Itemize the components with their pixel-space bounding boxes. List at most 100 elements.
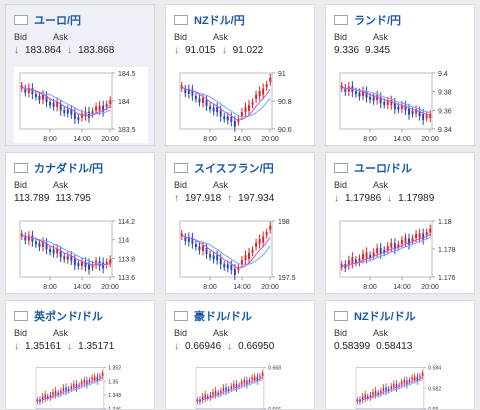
candle-body (248, 380, 251, 383)
moving-average-line (37, 377, 103, 401)
currency-pair[interactable]: ランド/円 (354, 15, 402, 27)
candle-body (63, 109, 66, 113)
candle-body (354, 91, 357, 95)
currency-pair[interactable]: スイスフラン/円 (194, 163, 274, 175)
currency-pair[interactable]: カナダドル/円 (34, 163, 104, 175)
y-tick-label: 90.8 (278, 99, 292, 106)
x-tick-label: 8:00 (363, 136, 377, 143)
bid-value: 113.789 (14, 193, 50, 204)
candle-body (34, 241, 37, 245)
ask-value: 183.868 (78, 45, 115, 56)
moving-average-line (181, 86, 271, 121)
candle-body (230, 116, 233, 122)
moving-average-line (21, 86, 111, 117)
candle-body (369, 254, 372, 258)
ask-label: Ask (373, 328, 389, 338)
moving-average-line (357, 377, 423, 401)
candle-body (184, 237, 187, 242)
candle-body (187, 236, 190, 242)
chart-background (14, 215, 148, 291)
candle-body (209, 254, 212, 258)
x-tick-label: 20:00 (421, 136, 439, 143)
card-header: ランド/円 (334, 11, 401, 29)
candle-body (255, 94, 258, 99)
candle-body (88, 263, 90, 270)
y-tick-label: 1.18 (438, 219, 452, 226)
chart-background (14, 67, 148, 143)
card-header: スイスフラン/円 (174, 159, 274, 177)
bid-ask-values: ↓ 91.015 ↓ 91.022 (174, 45, 263, 56)
candle-body (365, 91, 368, 98)
currency-pair[interactable]: NZドル/ドル (354, 311, 416, 323)
ask-label: Ask (53, 180, 69, 190)
candle-body (84, 261, 87, 267)
candle-body (383, 101, 386, 105)
currency-pair[interactable]: ユーロ/円 (34, 15, 82, 27)
rate-card[interactable]: 豪ドル/ドル Bid Ask ↓ 0.66946 ↓ 0.66950 0.668… (165, 300, 315, 410)
candle-body (70, 385, 72, 389)
plot-frame (339, 72, 433, 130)
candle-body (390, 242, 393, 248)
candle-body (240, 381, 243, 385)
rate-card[interactable]: ユーロ/円 Bid Ask ↓ 183.864 ↓ 183.868 184.5 1… (5, 4, 155, 146)
rate-card[interactable]: NZドル/ドル Bid Ask 0.58399 0.58413 0.584 0.5… (325, 300, 475, 410)
candle-body (362, 90, 364, 96)
plot-frame (179, 220, 273, 278)
bid-arrow-icon: ↓ (14, 341, 19, 352)
rate-card[interactable]: カナダドル/円 Bid Ask 113.789 113.795 114.2 114… (5, 152, 155, 294)
candle-body (80, 381, 83, 385)
candle-body (194, 96, 197, 100)
y-tick-label: 0.666 (268, 407, 281, 410)
candle-body (400, 104, 403, 109)
currency-pair[interactable]: ユーロ/ドル (354, 163, 413, 175)
candle-body (398, 384, 400, 387)
candle-body (80, 113, 83, 118)
candle-body (244, 255, 247, 261)
flag-icon (174, 311, 188, 321)
rate-card[interactable]: 英ポンド/ドル Bid Ask ↓ 1.35161 ↓ 1.35171 1.35… (5, 300, 155, 410)
candle-body (219, 258, 222, 265)
rate-card[interactable]: ランド/円 Bid Ask 9.336 9.345 9.4 9.38 9.36 9.3… (325, 4, 475, 146)
rate-card[interactable]: ユーロ/ドル Bid Ask ↓ 1.17986 ↓ 1.17989 1.18 1… (325, 152, 475, 294)
candle-body (31, 235, 34, 242)
candle-body (204, 394, 206, 399)
candle-body (344, 87, 347, 92)
candle-body (416, 376, 419, 382)
currency-pair[interactable]: 豪ドル/ドル (194, 311, 253, 323)
candle-body (198, 246, 201, 251)
bid-ask-labels: Bid Ask (174, 180, 228, 190)
candle-body (230, 264, 233, 270)
candle-body (38, 243, 41, 248)
ask-label: Ask (373, 32, 389, 42)
candle-body (403, 379, 406, 384)
candle-body (96, 376, 99, 382)
rate-card[interactable]: NZドル/円 Bid Ask ↓ 91.015 ↓ 91.022 91 90.8 9… (165, 4, 315, 146)
x-tick-label: 8:00 (363, 284, 377, 291)
candle-body (80, 261, 83, 266)
candle-body (230, 385, 232, 389)
plot-frame (355, 367, 425, 409)
x-tick-label: 8:00 (43, 136, 57, 143)
x-tick-label: 14:00 (393, 136, 411, 143)
candle-body (372, 391, 374, 396)
candle-body (91, 377, 93, 380)
candle-body (184, 89, 187, 94)
candle-body (251, 101, 254, 105)
candle-body (376, 95, 379, 101)
intraday-chart: 91 90.8 90.6 8:00 14:00 20:00 (174, 67, 308, 143)
currency-pair[interactable]: 英ポンド/ドル (34, 311, 104, 323)
ask-label: Ask (213, 180, 229, 190)
bid-arrow-icon: ↓ (174, 341, 179, 352)
ask-label: Ask (213, 32, 229, 42)
candle-body (109, 259, 112, 264)
plot-frame (19, 220, 113, 278)
candle-body (258, 91, 261, 97)
y-tick-label: 184 (118, 99, 130, 106)
candle-body (42, 241, 44, 247)
candle-body (351, 257, 354, 264)
candle-body (70, 255, 73, 261)
rate-card[interactable]: スイスフラン/円 Bid Ask ↑ 197.918 ↑ 197.934 198… (165, 152, 315, 294)
candle-body (387, 388, 390, 391)
bid-label: Bid (334, 32, 348, 42)
currency-pair[interactable]: NZドル/円 (194, 15, 245, 27)
